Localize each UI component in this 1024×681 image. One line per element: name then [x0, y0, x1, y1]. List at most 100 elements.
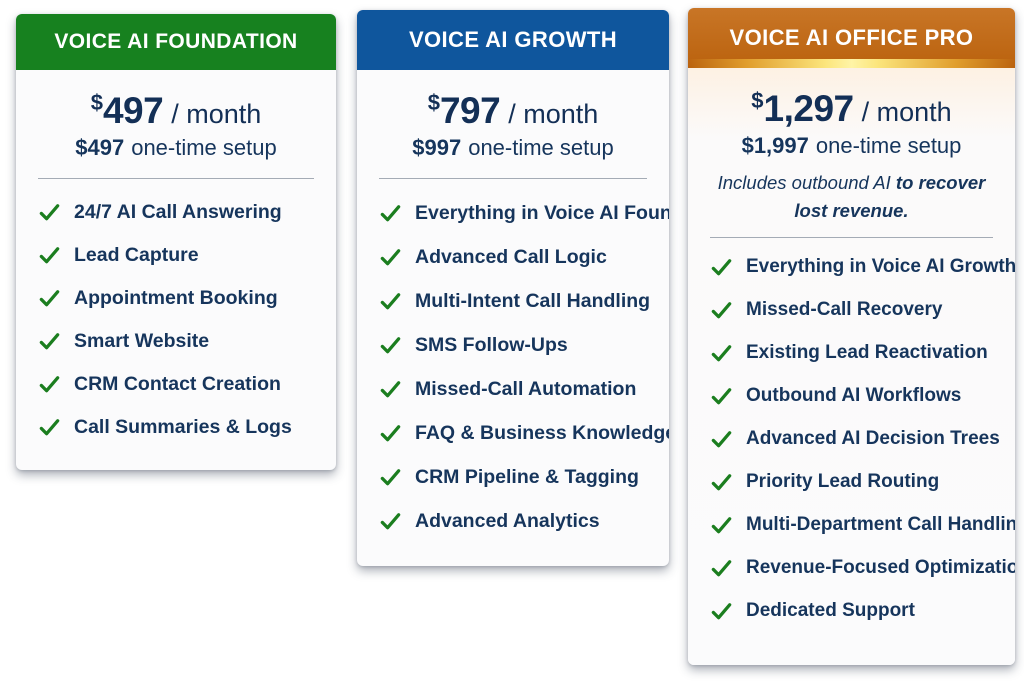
feature-label: Advanced Analytics: [415, 509, 600, 532]
feature-item: Revenue-Focused Optimization: [710, 547, 1015, 590]
checkmark-icon: [38, 201, 61, 224]
setup-amount: $497: [75, 135, 125, 160]
feature-list: Everything in Voice AI Foundation Advanc…: [377, 191, 669, 543]
feature-list: Everything in Voice AI Growth Missed-Cal…: [708, 246, 1015, 633]
feature-label: Missed-Call Recovery: [746, 299, 943, 320]
plan-body: $497/ month $497 one-time setup 24/7 AI C…: [16, 70, 336, 470]
feature-label: Advanced AI Decision Trees: [746, 428, 1000, 449]
feature-label: Lead Capture: [74, 244, 199, 266]
feature-item: Advanced AI Decision Trees: [710, 418, 1000, 461]
pricing-card-office-pro: VOICE AI OFFICE PRO $1,297/ month $1,997…: [688, 8, 1015, 665]
price-amount: 497: [102, 90, 164, 131]
feature-item: Dedicated Support: [710, 590, 995, 633]
price-period: / month: [171, 99, 262, 129]
monthly-price: $797/ month: [377, 90, 649, 132]
price-period: / month: [861, 97, 952, 127]
checkmark-icon: [38, 416, 61, 439]
note-regular-text: Includes outbound AI: [717, 172, 896, 193]
outbound-ai-note: Includes outbound AI to recover lost rev…: [708, 169, 995, 225]
checkmark-icon: [710, 428, 733, 451]
monthly-price: $1,297/ month: [708, 88, 995, 130]
feature-label: Outbound AI Workflows: [746, 385, 962, 406]
checkmark-icon: [379, 202, 402, 225]
plan-header-growth: VOICE AI GROWTH: [357, 10, 669, 70]
feature-label: FAQ & Business Knowledge: [415, 421, 669, 444]
setup-label: one-time setup: [815, 133, 962, 158]
feature-item: Smart Website: [38, 320, 316, 363]
feature-label: Appointment Booking: [74, 287, 278, 309]
feature-label: Multi-Department Call Handling: [746, 514, 1015, 535]
feature-label: Advanced Call Logic: [415, 245, 607, 268]
feature-item: CRM Pipeline & Tagging: [379, 455, 649, 499]
feature-item: Advanced Call Logic: [379, 235, 649, 279]
setup-label: one-time setup: [131, 135, 277, 160]
currency-symbol: $: [751, 88, 764, 113]
checkmark-icon: [710, 471, 733, 494]
currency-symbol: $: [427, 90, 440, 115]
feature-label: 24/7 AI Call Answering: [74, 201, 282, 223]
checkmark-icon: [710, 299, 733, 322]
plan-body: $1,297/ month $1,997 one-time setup Inclu…: [688, 68, 1015, 665]
feature-item: Outbound AI Workflows: [710, 375, 995, 418]
checkmark-icon: [710, 557, 733, 580]
feature-item: Call Summaries & Logs: [38, 406, 316, 449]
feature-label: Everything in Voice AI Foundation: [415, 201, 669, 224]
checkmark-icon: [379, 422, 402, 445]
checkmark-icon: [379, 510, 402, 533]
feature-label: Existing Lead Reactivation: [746, 342, 988, 363]
feature-item: CRM Contact Creation: [38, 363, 316, 406]
feature-item: Lead Capture: [38, 234, 316, 277]
pricing-card-growth: VOICE AI GROWTH $797/ month $997 one-time…: [357, 10, 669, 566]
plan-title: VOICE AI FOUNDATION: [54, 30, 298, 53]
checkmark-icon: [379, 290, 402, 313]
setup-label: one-time setup: [468, 135, 614, 160]
feature-item: 24/7 AI Call Answering: [38, 191, 316, 234]
feature-item: Missed-Call Automation: [379, 367, 649, 411]
feature-label: Multi-Intent Call Handling: [415, 289, 651, 312]
checkmark-icon: [710, 514, 733, 537]
divider: [38, 178, 314, 179]
pricing-card-foundation: VOICE AI FOUNDATION $497/ month $497 one-…: [16, 14, 336, 470]
divider: [710, 236, 993, 238]
feature-item: Advanced Analytics: [379, 499, 649, 543]
setup-price: $1,997 one-time setup: [708, 133, 995, 159]
feature-item: Multi-Intent Call Handling: [379, 279, 651, 323]
feature-item: Multi-Department Call Handling: [710, 504, 1015, 547]
checkmark-icon: [38, 330, 61, 353]
feature-label: Revenue-Focused Optimization: [746, 557, 1015, 578]
setup-price: $497 one-time setup: [36, 135, 316, 161]
checkmark-icon: [379, 246, 402, 269]
plan-title: VOICE AI OFFICE PRO: [729, 25, 974, 50]
checkmark-icon: [710, 385, 733, 408]
checkmark-icon: [38, 287, 61, 310]
checkmark-icon: [710, 342, 733, 365]
plan-header-office-pro: VOICE AI OFFICE PRO: [688, 8, 1015, 68]
setup-price: $997 one-time setup: [377, 135, 649, 161]
feature-label: Everything in Voice AI Growth: [746, 256, 1015, 277]
checkmark-icon: [379, 334, 402, 357]
feature-label: SMS Follow-Ups: [415, 333, 568, 356]
plan-header-foundation: VOICE AI FOUNDATION: [16, 14, 336, 70]
checkmark-icon: [710, 600, 733, 623]
feature-label: CRM Pipeline & Tagging: [415, 465, 639, 488]
feature-item: Appointment Booking: [38, 277, 316, 320]
divider: [379, 178, 647, 179]
feature-label: Call Summaries & Logs: [74, 416, 292, 438]
feature-item: Missed-Call Recovery: [710, 289, 995, 332]
feature-label: Missed-Call Automation: [415, 377, 637, 400]
setup-amount: $1,997: [741, 133, 809, 158]
feature-label: Priority Lead Routing: [746, 471, 940, 492]
price-amount: 1,297: [763, 88, 855, 129]
feature-item: Everything in Voice AI Foundation: [379, 191, 669, 235]
feature-label: Dedicated Support: [746, 600, 915, 621]
monthly-price: $497/ month: [36, 90, 316, 132]
feature-item: Everything in Voice AI Growth: [710, 246, 1015, 289]
feature-item: Priority Lead Routing: [710, 461, 995, 504]
price-period: / month: [508, 99, 599, 129]
checkmark-icon: [379, 378, 402, 401]
feature-item: SMS Follow-Ups: [379, 323, 649, 367]
price-amount: 797: [439, 90, 501, 131]
checkmark-icon: [38, 373, 61, 396]
currency-symbol: $: [90, 90, 103, 115]
